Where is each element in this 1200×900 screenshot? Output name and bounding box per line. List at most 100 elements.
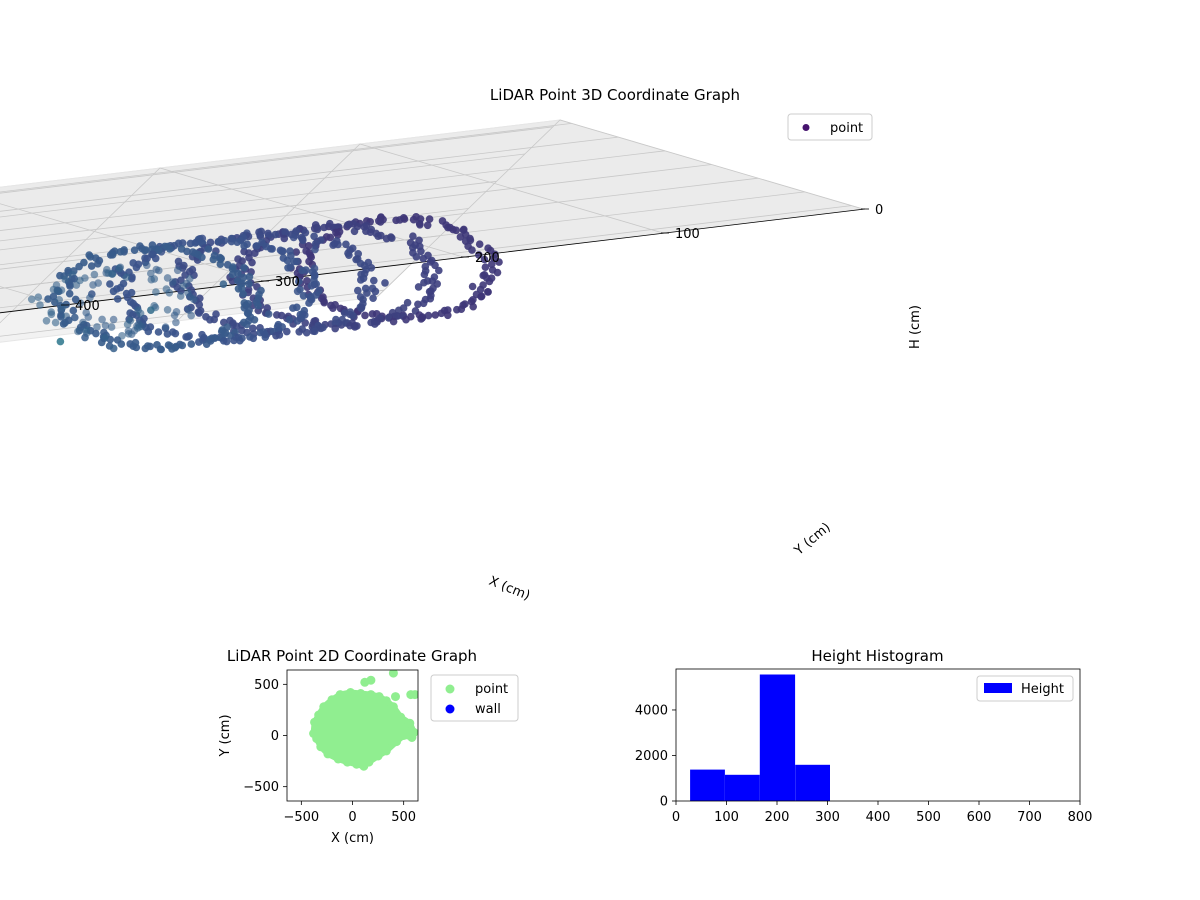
data-point-3d (419, 254, 428, 263)
data-point-3d (488, 260, 496, 269)
data-point-3d (42, 317, 51, 325)
data-point-3d (267, 245, 275, 253)
data-point-3d (94, 260, 102, 268)
data-point-3d (289, 233, 298, 242)
data-point-3d (357, 304, 366, 313)
data-point-3d (108, 251, 117, 259)
data-point-3d (195, 300, 204, 309)
data-point-3d (238, 279, 246, 288)
data-point-3d (420, 270, 429, 279)
gridline-z (376, 119, 864, 298)
z-tick-label-3d: 400 (75, 299, 100, 314)
data-point-3d (136, 309, 145, 318)
data-point-3d (292, 257, 301, 266)
data-point-3d (92, 329, 100, 338)
data-point-3d (431, 261, 439, 270)
data-point-3d (55, 296, 63, 304)
x-tick-label-histogram: 800 (1068, 810, 1093, 825)
data-point-3d (292, 248, 301, 256)
data-point-3d (222, 337, 231, 346)
scatter-3d-chart: LiDAR Point 3D Coordinate Graph −600−400… (0, 86, 923, 604)
data-point-3d (61, 275, 70, 284)
x-tick-label-histogram: 600 (967, 810, 992, 825)
legend-marker-point-3d (802, 124, 810, 131)
data-point-3d (154, 328, 163, 336)
data-point-3d (495, 258, 503, 266)
data-point-3d (456, 233, 465, 241)
data-point-3d (409, 232, 417, 240)
x-tick-label-2d: −500 (283, 810, 319, 825)
data-point-2d (374, 692, 384, 702)
data-point-3d (402, 315, 410, 324)
data-point-3d (124, 330, 133, 338)
data-point-3d (284, 264, 292, 272)
data-point-3d (228, 265, 237, 273)
data-point-3d (349, 312, 357, 320)
data-point-3d (417, 247, 425, 256)
data-point-3d (293, 287, 302, 296)
data-point-3d (183, 333, 192, 341)
y-tick-label-histogram: 0 (660, 795, 668, 810)
data-point-3d (252, 242, 261, 250)
data-point-3d (295, 277, 303, 286)
data-point-3d (423, 221, 432, 230)
data-point-3d (285, 315, 294, 324)
x-axis-label-2d: X (cm) (331, 831, 374, 846)
data-point-3d (173, 266, 182, 275)
data-point-2d (335, 690, 345, 700)
data-point-3d (416, 221, 424, 229)
data-point-3d (326, 233, 335, 242)
data-point-3d (116, 248, 125, 256)
data-point-3d (239, 290, 247, 298)
data-point-3d (295, 328, 304, 336)
data-point-3d (388, 234, 396, 242)
data-point-3d (184, 306, 193, 314)
data-point-3d (187, 311, 195, 320)
data-point-3d (34, 293, 43, 302)
data-point-3d (151, 254, 160, 263)
data-point-3d (256, 232, 265, 241)
data-point-3d (389, 317, 398, 326)
z-tick-label-3d: 200 (475, 251, 500, 266)
legend-marker-point-2d (445, 684, 455, 694)
legend-box-histogram (976, 675, 1074, 702)
data-point-3d (123, 320, 132, 329)
data-point-3d (249, 334, 258, 343)
data-point-3d (98, 315, 106, 324)
data-point-3d (299, 236, 307, 245)
legend-label-height: Height (1021, 682, 1064, 697)
data-point-2d (314, 710, 324, 720)
data-point-2d (316, 742, 326, 752)
data-point-3d (144, 327, 153, 336)
data-point-3d (345, 251, 353, 259)
data-point-3d (90, 270, 99, 279)
data-point-3d (414, 300, 422, 309)
data-point-3d (437, 309, 446, 318)
data-point-3d (183, 247, 191, 256)
legend-swatch-height (984, 683, 1012, 693)
data-point-3d (357, 276, 365, 284)
data-point-3d (202, 340, 211, 349)
data-point-3d (271, 230, 280, 239)
data-point-3d (243, 320, 251, 329)
data-point-3d (363, 289, 371, 297)
x-tick-label-2d: 500 (391, 810, 416, 825)
data-point-3d (198, 253, 206, 262)
data-point-3d (376, 218, 385, 226)
data-point-3d (171, 329, 180, 338)
data-point-3d (334, 231, 342, 239)
data-point-3d (293, 317, 302, 325)
data-point-2d (396, 712, 406, 722)
data-point-2d (386, 710, 396, 720)
scatter-2d-chart: LiDAR Point 2D Coordinate Graph −500 0 500… (218, 647, 519, 846)
data-point-3d (425, 215, 434, 223)
data-point-3d (245, 273, 254, 281)
data-point-3d (191, 239, 200, 247)
data-point-3d (334, 240, 342, 249)
data-point-3d (170, 311, 179, 320)
x-tick-label-histogram: 100 (714, 810, 739, 825)
data-point-3d (248, 258, 256, 267)
data-point-2d (388, 670, 398, 678)
gridline-x (0, 123, 572, 193)
data-point-3d (163, 330, 172, 338)
